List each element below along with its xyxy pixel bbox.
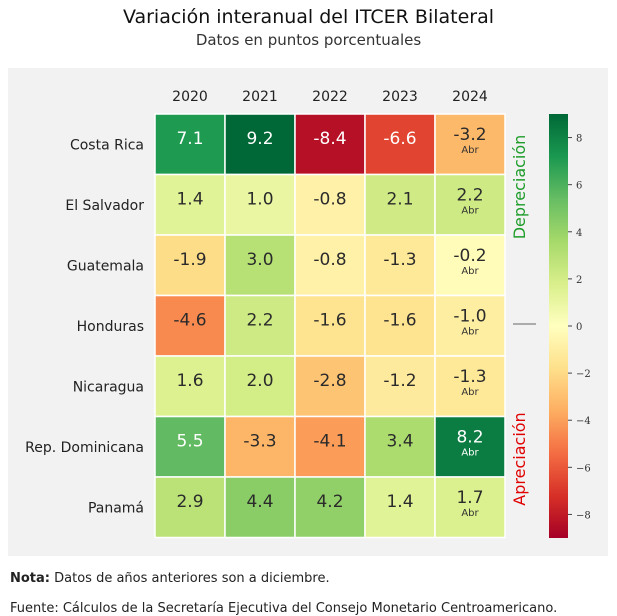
depreciation-label: Depreciación — [510, 135, 529, 240]
cell-value-label: -0.2 — [453, 246, 486, 266]
column-header-2021: 2021 — [242, 89, 278, 105]
cell-sublabel: Abr — [461, 387, 479, 398]
cell-value-label: -6.6 — [383, 129, 416, 149]
cell-sublabel: Abr — [461, 327, 479, 338]
cell-value-label: -1.3 — [383, 250, 416, 270]
chart-subtitle: Datos en puntos porcentuales — [195, 31, 422, 49]
row-label: Rep. Dominicana — [25, 440, 144, 456]
heatmap-cell — [224, 355, 296, 418]
cell-value-label: 1.4 — [386, 492, 413, 512]
heatmap-cell — [434, 294, 506, 357]
column-header-2024: 2024 — [452, 89, 488, 105]
cell-value-label: -2.8 — [313, 371, 346, 391]
heatmap-cell — [294, 355, 366, 418]
colorbar-tick-label: −2 — [576, 369, 591, 380]
heatmap-cell — [294, 294, 366, 357]
heatmap-cell — [364, 415, 436, 478]
cell-value-label: -4.6 — [173, 311, 206, 331]
row-label: Panamá — [88, 500, 144, 516]
cell-value-label: -3.2 — [453, 125, 486, 145]
cell-sublabel: Abr — [461, 448, 479, 459]
cell-value-label: -3.3 — [243, 432, 276, 452]
cell-sublabel: Abr — [461, 145, 479, 156]
cell-value-label: 2.9 — [176, 492, 203, 512]
cell-value-label: 1.7 — [456, 488, 483, 508]
colorbar-tick-label: 8 — [576, 134, 582, 145]
note-label: Nota: — [10, 571, 50, 586]
cell-value-label: 3.0 — [246, 250, 273, 270]
heatmap-chart: 2020 2021 2022 2023 2024 Costa Rica El Salvado… — [25, 89, 591, 539]
colorbar-tick-label: 0 — [576, 322, 582, 333]
colorbar-tick-label: 6 — [576, 181, 582, 192]
colorbar-tick-label: −4 — [576, 416, 591, 427]
cell-value-label: -1.3 — [453, 367, 486, 387]
colorbar-tick-label: −6 — [576, 463, 591, 474]
heatmap-cell — [294, 173, 366, 236]
heatmap-cell — [154, 294, 226, 357]
chart-panel: 2020 2021 2022 2023 2024 Costa Rica El Salvado… — [8, 68, 608, 556]
heatmap-cell — [224, 294, 296, 357]
cell-value-label: -8.4 — [313, 129, 346, 149]
cell-value-label: 2.2 — [456, 186, 483, 206]
row-label: Costa Rica — [70, 137, 144, 153]
heatmap-cell — [364, 234, 436, 297]
cell-value-label: 2.1 — [386, 190, 413, 210]
column-header-2020: 2020 — [172, 89, 208, 105]
heatmap-cell — [294, 415, 366, 478]
cell-value-label: 1.6 — [176, 371, 203, 391]
chart-title: Variación interanual del ITCER Bilateral — [122, 6, 495, 28]
heatmap-cell — [434, 415, 506, 478]
heatmap-cell — [154, 173, 226, 236]
row-label: El Salvador — [65, 198, 144, 214]
column-header-2023: 2023 — [382, 89, 418, 105]
cell-sublabel: Abr — [461, 266, 479, 277]
row-label: Guatemala — [67, 258, 144, 274]
heatmap-cell — [224, 415, 296, 478]
cell-value-label: -1.6 — [383, 311, 416, 331]
heatmap-cell — [434, 476, 506, 539]
heatmap-cell — [434, 173, 506, 236]
cell-value-label: 4.4 — [246, 492, 273, 512]
cell-value-label: 9.2 — [246, 129, 273, 149]
heatmap-cell — [224, 113, 296, 176]
cell-value-label: -1.9 — [173, 250, 206, 270]
heatmap-cell — [224, 234, 296, 297]
cell-value-label: -0.8 — [313, 190, 346, 210]
heatmap-cell — [154, 476, 226, 539]
cell-value-label: 1.0 — [246, 190, 273, 210]
footer-note: Nota: Datos de años anteriores son a dic… — [10, 571, 330, 586]
cell-value-label: -1.2 — [383, 371, 416, 391]
colorbar-tick-label: 4 — [576, 228, 582, 239]
column-header-2022: 2022 — [312, 89, 348, 105]
row-label: Nicaragua — [73, 379, 144, 395]
cell-value-label: -1.6 — [313, 311, 346, 331]
cell-value-label: 8.2 — [456, 428, 483, 448]
cell-value-label: 4.2 — [316, 492, 343, 512]
appreciation-label: Apreciación — [510, 412, 529, 505]
cell-value-label: -1.0 — [453, 307, 486, 327]
colorbar-tick-label: −8 — [576, 510, 591, 521]
cell-value-label: 5.5 — [176, 432, 203, 452]
cell-value-label: -0.8 — [313, 250, 346, 270]
heatmap-cell — [364, 476, 436, 539]
cell-sublabel: Abr — [461, 508, 479, 519]
note-text: Datos de años anteriores son a diciembre… — [54, 571, 330, 586]
cell-value-label: 3.4 — [386, 432, 413, 452]
cell-value-label: -4.1 — [313, 432, 346, 452]
colorbar — [549, 114, 568, 538]
heatmap-cell — [154, 113, 226, 176]
heatmap-cell — [154, 355, 226, 418]
cell-value-label: 1.4 — [176, 190, 203, 210]
cell-value-label: 7.1 — [176, 129, 203, 149]
row-label: Honduras — [77, 319, 144, 335]
cell-value-label: 2.2 — [246, 311, 273, 331]
heatmap-cell — [364, 294, 436, 357]
cell-sublabel: Abr — [461, 206, 479, 217]
footer-source: Fuente: Cálculos de la Secretaría Ejecut… — [10, 601, 558, 616]
colorbar-tick-label: 2 — [576, 275, 582, 286]
cell-value-label: 2.0 — [246, 371, 273, 391]
